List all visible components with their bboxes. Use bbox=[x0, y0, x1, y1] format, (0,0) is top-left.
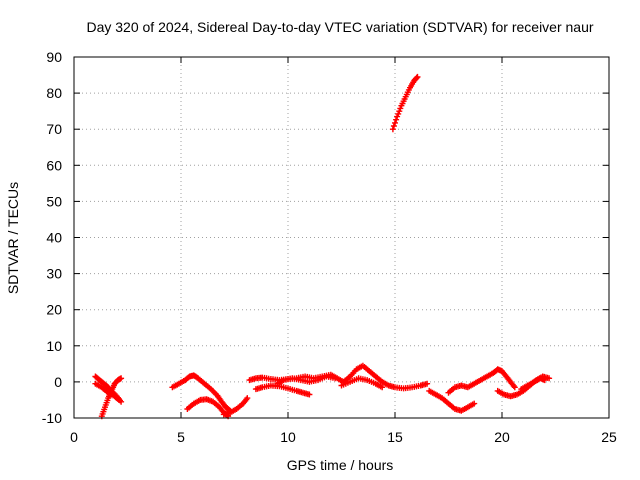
series-arc-12 bbox=[518, 375, 548, 393]
series-arc-2b bbox=[184, 396, 232, 420]
data-point bbox=[546, 375, 553, 382]
y-tick-label: 30 bbox=[46, 266, 62, 282]
x-axis-label: GPS time / hours bbox=[287, 457, 394, 473]
data-point bbox=[115, 396, 122, 403]
y-tick-label: -10 bbox=[42, 410, 62, 426]
data-point bbox=[396, 108, 403, 115]
data-point bbox=[332, 375, 339, 382]
series-arc-8 bbox=[389, 73, 421, 133]
x-tick-label: 25 bbox=[601, 429, 617, 445]
plot-frame bbox=[73, 56, 610, 419]
series-arc-2a bbox=[169, 372, 234, 414]
data-point bbox=[471, 400, 478, 407]
data-point bbox=[424, 380, 431, 387]
y-axis-label: SDTVAR / TECUs bbox=[5, 182, 21, 294]
x-tick-label: 0 bbox=[70, 429, 78, 445]
y-tick-label: 60 bbox=[46, 157, 62, 173]
data-point bbox=[389, 126, 396, 133]
data-point bbox=[390, 123, 397, 129]
series-arc-5 bbox=[274, 373, 339, 387]
grid bbox=[74, 57, 609, 418]
y-tick-label: 0 bbox=[54, 374, 62, 390]
data-point bbox=[118, 375, 125, 382]
data-point bbox=[397, 105, 404, 112]
y-tick-label: 20 bbox=[46, 302, 62, 318]
x-tick-label: 15 bbox=[387, 429, 403, 445]
y-tick-label: 50 bbox=[46, 193, 62, 209]
y-tick-label: 70 bbox=[46, 121, 62, 137]
x-tick-label: 5 bbox=[177, 429, 185, 445]
axis-ticks: 0 5 10 15 20 25 -10 0 10 20 30 40 50 60 70 80 90 bbox=[42, 49, 617, 445]
data-point bbox=[541, 377, 548, 384]
series-arc-10 bbox=[445, 366, 518, 396]
series-arc-4 bbox=[252, 382, 313, 398]
data-point bbox=[511, 384, 518, 391]
data-point bbox=[413, 74, 420, 81]
data-point bbox=[414, 73, 421, 80]
data-point bbox=[393, 116, 400, 123]
data-point bbox=[306, 391, 313, 398]
data-point bbox=[392, 119, 398, 126]
chart-title: Day 320 of 2024, Sidereal Day-to-day VTE… bbox=[86, 19, 593, 35]
data-point bbox=[379, 384, 386, 391]
series-arc-7 bbox=[338, 375, 386, 391]
x-tick-label: 20 bbox=[494, 429, 510, 445]
data-point bbox=[395, 110, 402, 117]
y-tick-label: 10 bbox=[46, 338, 62, 354]
y-tick-label: 40 bbox=[46, 230, 62, 246]
data-point bbox=[114, 396, 121, 402]
series-arc-9 bbox=[426, 387, 478, 414]
data-point bbox=[244, 395, 251, 402]
y-tick-label: 90 bbox=[46, 49, 62, 65]
series-arc-1c bbox=[92, 380, 122, 403]
series-arc-6 bbox=[340, 362, 431, 392]
y-tick-label: 80 bbox=[46, 85, 62, 101]
data-series bbox=[92, 73, 553, 420]
x-tick-label: 10 bbox=[280, 429, 296, 445]
series-arc-2c bbox=[220, 395, 251, 418]
